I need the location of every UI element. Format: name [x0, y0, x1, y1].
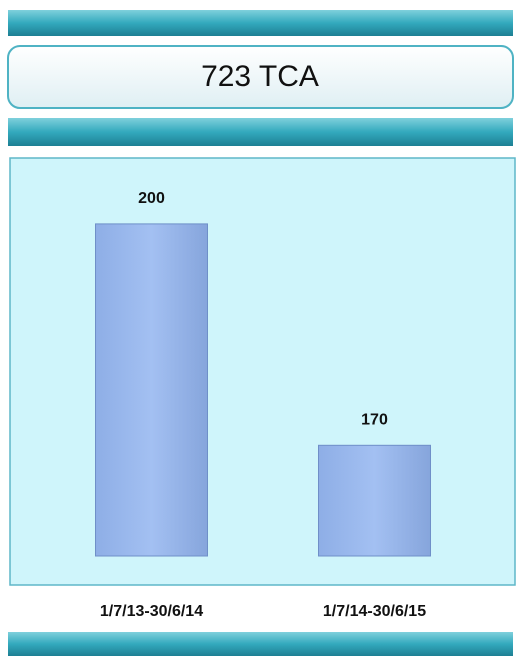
title-box	[7, 45, 514, 109]
data-label: 170	[361, 412, 388, 429]
x-tick-label: 1/7/14-30/6/15	[323, 603, 426, 620]
bar	[318, 444, 431, 557]
data-label: 200	[138, 190, 165, 207]
banner	[8, 118, 513, 146]
banner	[8, 10, 513, 36]
banner	[8, 632, 513, 656]
plot-area	[9, 157, 516, 586]
bar	[95, 223, 208, 557]
x-tick-label: 1/7/13-30/6/14	[100, 603, 203, 620]
chart-title: 723 TCA	[201, 60, 319, 93]
